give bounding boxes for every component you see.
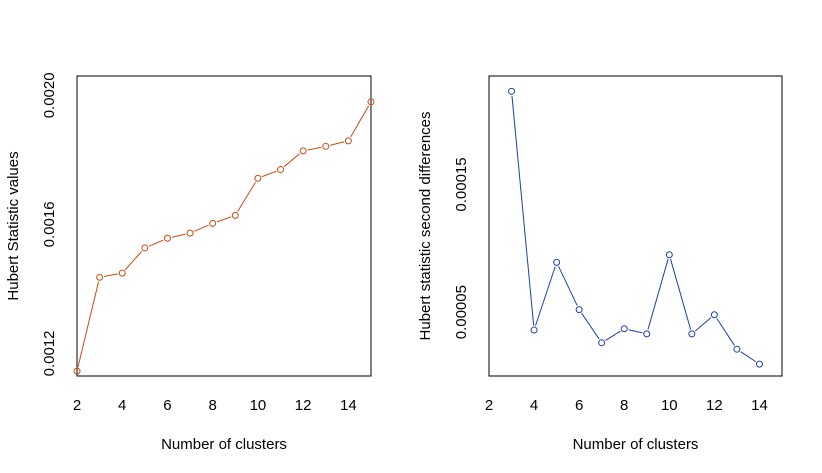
y-tick-label: 0.0020 bbox=[41, 72, 58, 118]
series-line-segment bbox=[77, 281, 100, 367]
series-line-segment bbox=[283, 153, 301, 168]
x-tick-label: 8 bbox=[620, 397, 628, 414]
data-point bbox=[643, 330, 651, 338]
data-point bbox=[96, 273, 104, 281]
data-point bbox=[620, 325, 628, 333]
data-point bbox=[553, 258, 561, 266]
data-point bbox=[299, 147, 307, 155]
data-point bbox=[163, 234, 171, 242]
x-tick-label: 12 bbox=[295, 397, 312, 414]
data-point bbox=[755, 360, 763, 368]
x-tick-label: 14 bbox=[340, 397, 357, 414]
chart-panel-1: 2 4 6 8 10 12 14 0.0012 0.0016 0.0020 Number of cl… bbox=[5, 72, 375, 453]
x-tick-label: 10 bbox=[250, 397, 267, 414]
series-line-segment bbox=[307, 146, 322, 151]
data-point bbox=[209, 219, 217, 227]
series-line-segment bbox=[148, 239, 164, 247]
data-point bbox=[733, 345, 741, 353]
x-axis-title: Number of clusters bbox=[573, 436, 699, 453]
data-point bbox=[231, 211, 239, 219]
data-point bbox=[665, 251, 673, 259]
data-point bbox=[710, 311, 718, 319]
x-tick-label: 4 bbox=[118, 397, 126, 414]
plot-frame bbox=[76, 75, 372, 377]
data-point bbox=[277, 166, 285, 174]
data-point bbox=[254, 174, 262, 182]
series-line-segment bbox=[330, 141, 345, 146]
x-tick-label: 8 bbox=[209, 397, 217, 414]
data-point bbox=[186, 229, 194, 237]
data-point bbox=[322, 142, 330, 150]
series-line-segment bbox=[350, 105, 370, 138]
series-line-segment bbox=[581, 313, 600, 340]
x-tick-label: 6 bbox=[575, 397, 583, 414]
series-line-segment bbox=[670, 258, 692, 330]
data-point bbox=[141, 244, 149, 252]
series-line-segment bbox=[647, 258, 669, 330]
y-axis-title: Hubert statistic second differences bbox=[417, 111, 434, 340]
series-line-segment bbox=[716, 318, 735, 346]
series-line-segment bbox=[511, 95, 535, 326]
series-line-segment bbox=[194, 224, 209, 232]
chart-panel-2: 2 4 6 8 10 12 14 0.00005 0.00015 Number of cluste… bbox=[417, 75, 783, 453]
series-line-segment bbox=[171, 233, 186, 238]
data-point bbox=[575, 306, 583, 314]
data-point bbox=[367, 98, 375, 106]
data-point bbox=[344, 137, 352, 145]
y-tick-label: 0.00015 bbox=[453, 157, 470, 211]
x-tick-label: 12 bbox=[706, 397, 723, 414]
y-tick-label: 0.0016 bbox=[41, 201, 58, 247]
y-tick-label: 0.00005 bbox=[453, 285, 470, 339]
x-tick-label: 2 bbox=[485, 397, 493, 414]
series-line-segment bbox=[628, 329, 643, 334]
series-line-segment bbox=[558, 266, 578, 306]
series-line-segment bbox=[535, 266, 556, 326]
data-point bbox=[530, 326, 538, 334]
y-axis-title: Hubert Statistic values bbox=[5, 151, 22, 300]
x-tick-label: 10 bbox=[661, 397, 678, 414]
series-line-segment bbox=[740, 351, 756, 363]
series-line-segment bbox=[103, 273, 118, 277]
data-point bbox=[73, 367, 81, 375]
data-point bbox=[508, 87, 516, 95]
x-tick-label: 2 bbox=[73, 397, 81, 414]
series-line-segment bbox=[216, 216, 232, 223]
x-tick-label: 14 bbox=[751, 397, 768, 414]
series-line-segment bbox=[237, 181, 257, 212]
series-line-segment bbox=[261, 170, 277, 178]
series-line-segment bbox=[124, 250, 143, 271]
series-line-segment bbox=[694, 317, 712, 332]
y-tick-label: 0.0012 bbox=[41, 330, 58, 376]
x-tick-label: 4 bbox=[530, 397, 538, 414]
plot-frame bbox=[488, 75, 783, 377]
data-point bbox=[688, 330, 696, 338]
x-tick-label: 6 bbox=[163, 397, 171, 414]
data-point bbox=[118, 269, 126, 277]
data-point bbox=[598, 339, 606, 347]
x-axis-title: Number of clusters bbox=[161, 436, 287, 453]
series-line-segment bbox=[605, 330, 621, 341]
